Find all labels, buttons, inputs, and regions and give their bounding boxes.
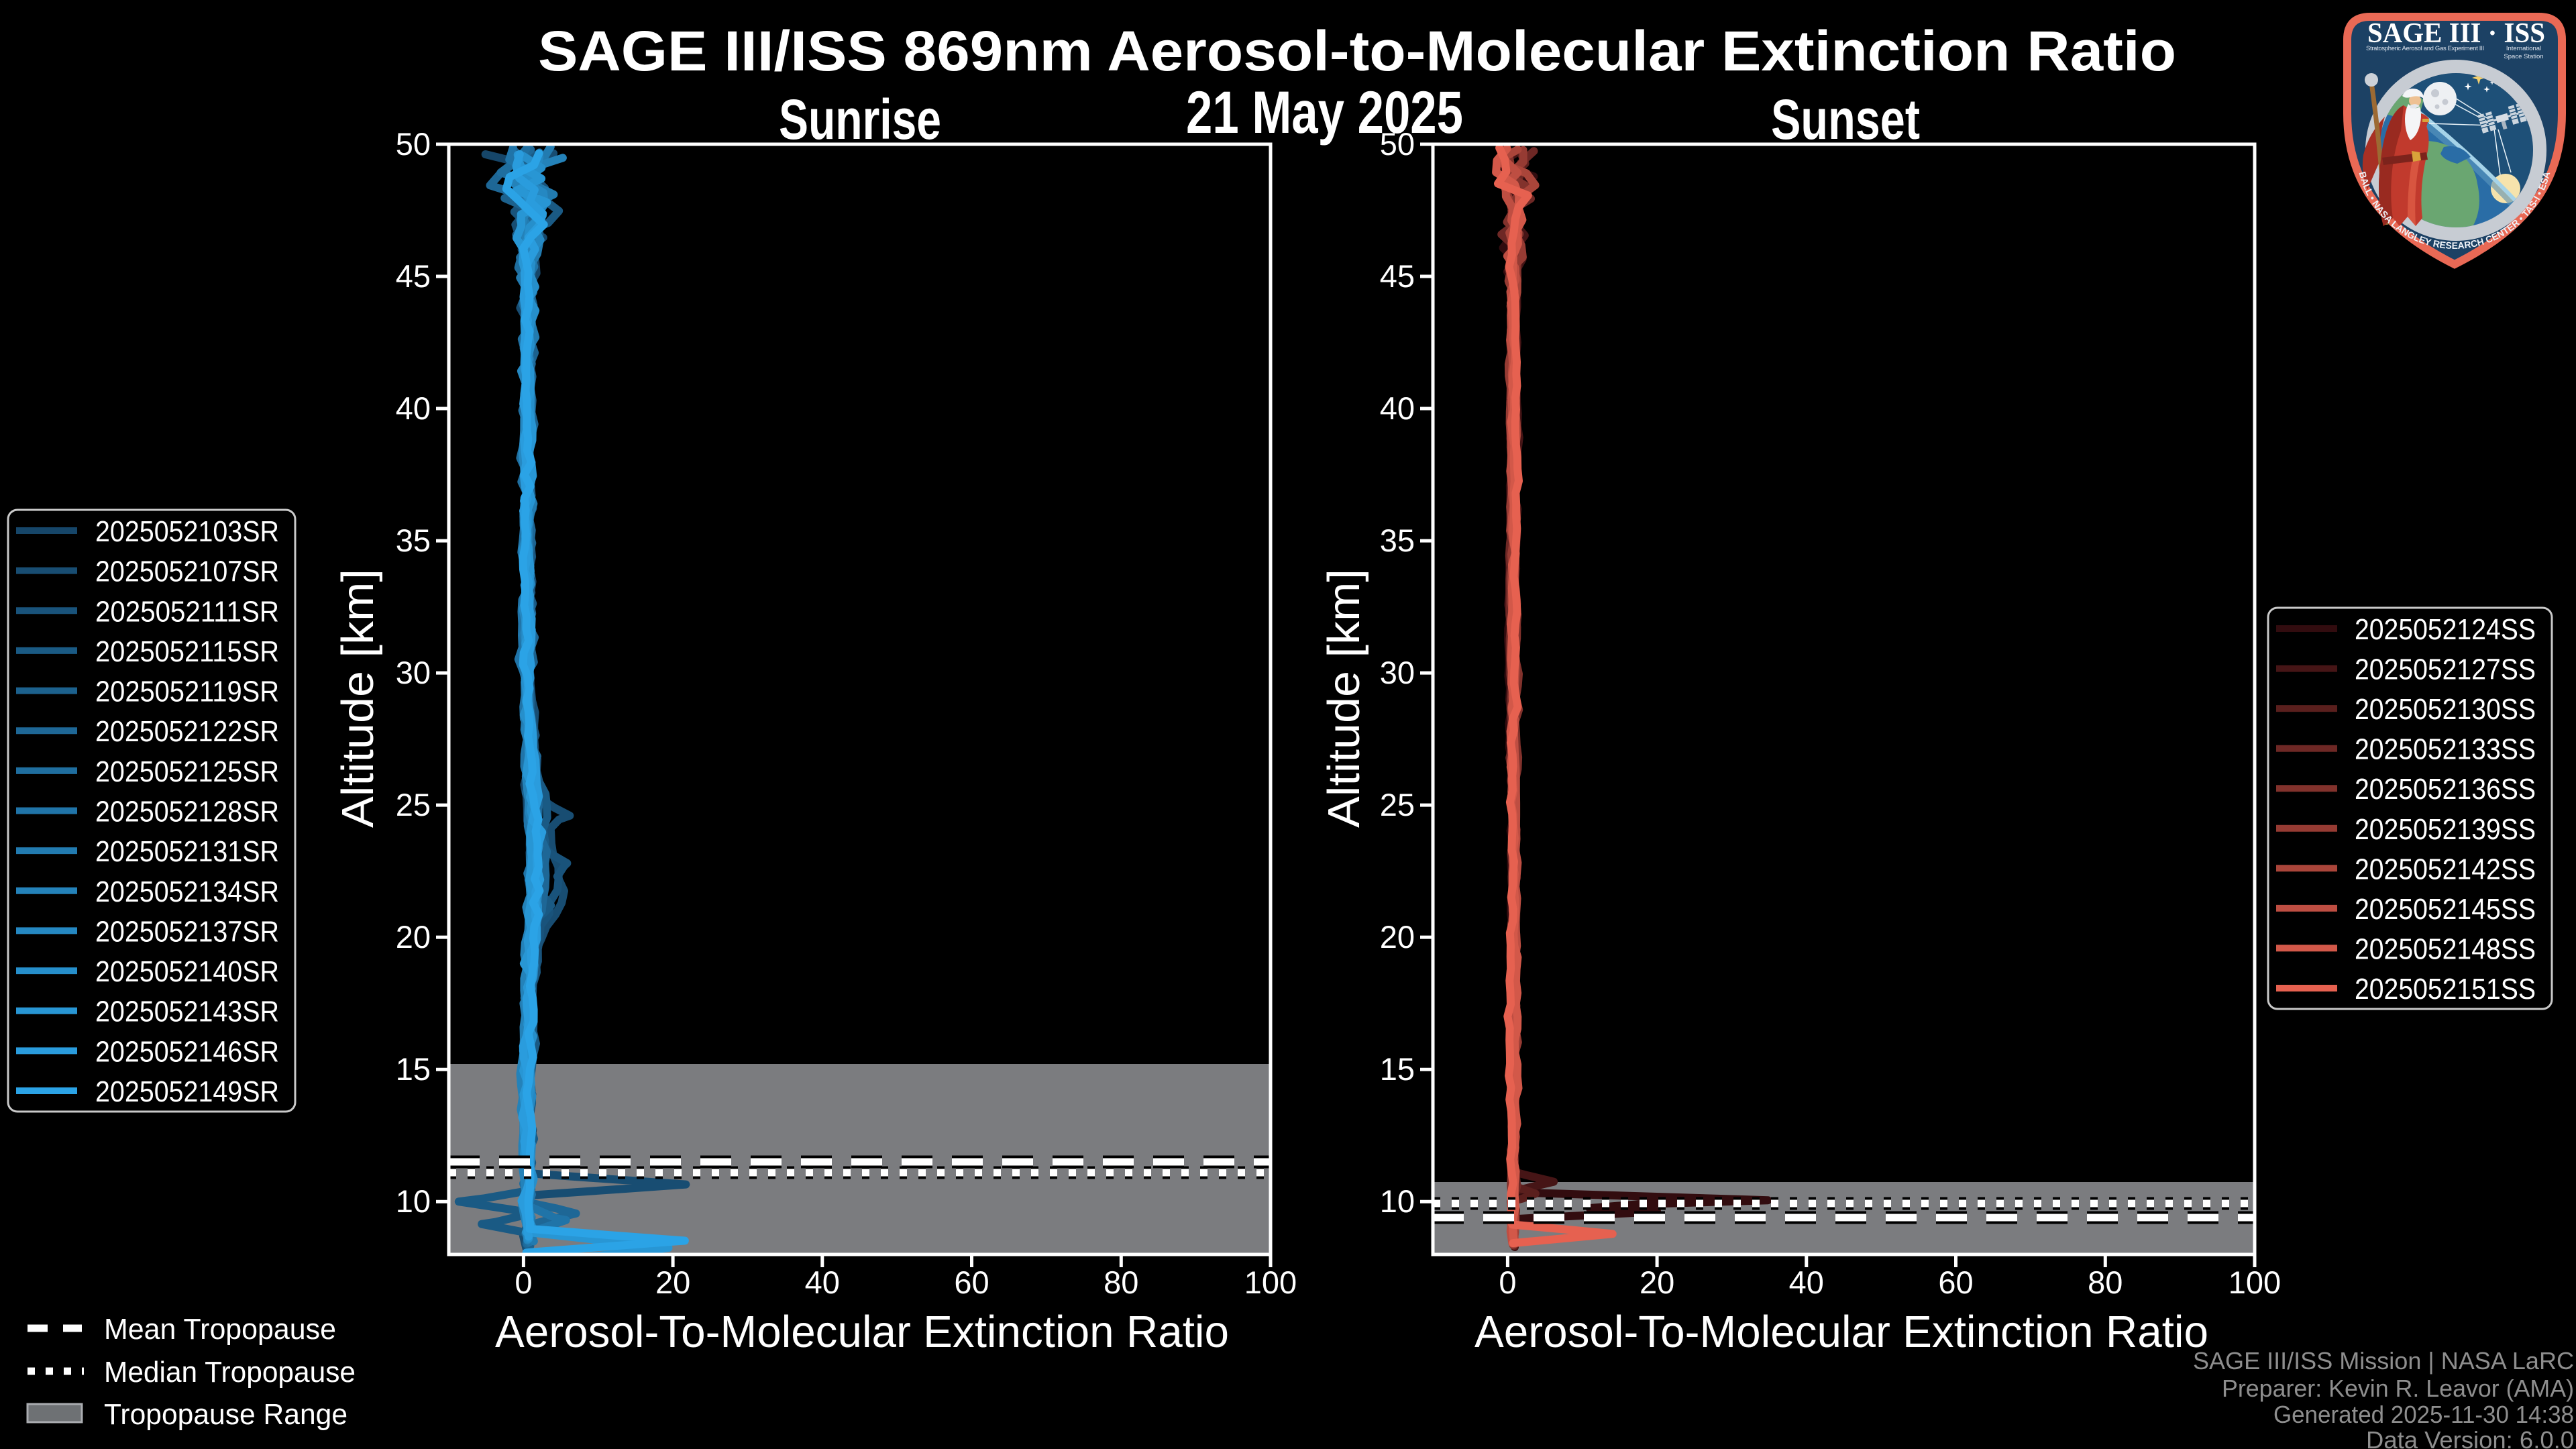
svg-text:2025052145SS: 2025052145SS: [2355, 893, 2536, 926]
svg-text:Generated 2025-11-30 14:38: Generated 2025-11-30 14:38: [2273, 1401, 2574, 1428]
svg-text:15: 15: [396, 1051, 431, 1087]
svg-text:2025052146SR: 2025052146SR: [95, 1035, 279, 1068]
svg-text:2025052148SS: 2025052148SS: [2355, 932, 2536, 965]
svg-text:30: 30: [1380, 655, 1415, 690]
svg-text:45: 45: [396, 258, 431, 294]
svg-text:Median Tropopause: Median Tropopause: [104, 1356, 356, 1389]
svg-text:Mean Tropopause: Mean Tropopause: [104, 1313, 336, 1346]
svg-text:Altitude [km]: Altitude [km]: [333, 569, 383, 828]
svg-text:2025052143SR: 2025052143SR: [95, 996, 279, 1028]
svg-text:Stratospheric Aerosol and Gas: Stratospheric Aerosol and Gas Experiment…: [2366, 45, 2484, 52]
svg-text:50: 50: [1380, 126, 1415, 162]
svg-text:2025052149SR: 2025052149SR: [95, 1075, 279, 1108]
svg-text:Data Version: 6.0.0: Data Version: 6.0.0: [2366, 1426, 2574, 1449]
svg-text:40: 40: [1380, 390, 1415, 426]
svg-text:2025052122SR: 2025052122SR: [95, 715, 279, 748]
svg-text:2025052115SR: 2025052115SR: [95, 635, 279, 668]
svg-text:50: 50: [396, 126, 431, 162]
svg-text:SAGE III · ISS: SAGE III · ISS: [2367, 18, 2545, 49]
svg-text:2025052136SS: 2025052136SS: [2355, 773, 2536, 806]
svg-text:Sunset: Sunset: [1771, 88, 1920, 151]
svg-text:Aerosol-To-Molecular Extinctio: Aerosol-To-Molecular Extinction Ratio: [1474, 1307, 2208, 1357]
svg-text:25: 25: [396, 787, 431, 822]
svg-text:2025052134SR: 2025052134SR: [95, 875, 279, 908]
svg-text:25: 25: [1380, 787, 1415, 822]
svg-text:2025052142SS: 2025052142SS: [2355, 853, 2536, 885]
svg-text:2025052133SS: 2025052133SS: [2355, 733, 2536, 766]
svg-text:International: International: [2506, 45, 2541, 52]
svg-text:SAGE III/ISS 869nm Aerosol-to-: SAGE III/ISS 869nm Aerosol-to-Molecular …: [538, 19, 2176, 83]
svg-text:100: 100: [1244, 1265, 1297, 1300]
svg-text:21 May 2025: 21 May 2025: [1186, 78, 1463, 146]
svg-text:Space Station: Space Station: [2504, 53, 2543, 60]
svg-text:20: 20: [1380, 919, 1415, 955]
svg-text:80: 80: [2088, 1265, 2123, 1300]
svg-text:40: 40: [396, 390, 431, 426]
svg-text:2025052124SS: 2025052124SS: [2355, 613, 2536, 646]
svg-text:Tropopause Range: Tropopause Range: [104, 1398, 347, 1431]
svg-text:2025052131SR: 2025052131SR: [95, 835, 279, 868]
svg-text:2025052139SS: 2025052139SS: [2355, 813, 2536, 846]
svg-text:0: 0: [515, 1265, 532, 1300]
svg-text:2025052137SR: 2025052137SR: [95, 915, 279, 948]
svg-text:Preparer: Kevin R. Leavor (AMA: Preparer: Kevin R. Leavor (AMA): [2222, 1375, 2574, 1402]
svg-text:35: 35: [396, 523, 431, 558]
svg-text:Altitude [km]: Altitude [km]: [1319, 569, 1369, 828]
svg-text:20: 20: [1640, 1265, 1674, 1300]
svg-text:60: 60: [954, 1265, 989, 1300]
svg-text:SAGE III/ISS Mission | NASA La: SAGE III/ISS Mission | NASA LaRC: [2193, 1347, 2574, 1375]
svg-text:2025052151SS: 2025052151SS: [2355, 973, 2536, 1006]
svg-text:2025052128SR: 2025052128SR: [95, 796, 279, 828]
svg-text:10: 10: [1380, 1183, 1415, 1219]
svg-text:0: 0: [1499, 1265, 1516, 1300]
svg-text:20: 20: [396, 919, 431, 955]
svg-text:2025052119SR: 2025052119SR: [95, 676, 279, 708]
svg-text:20: 20: [655, 1265, 690, 1300]
svg-text:30: 30: [396, 655, 431, 690]
svg-text:80: 80: [1104, 1265, 1138, 1300]
svg-text:100: 100: [2229, 1265, 2281, 1300]
svg-text:2025052107SR: 2025052107SR: [95, 555, 279, 588]
svg-text:40: 40: [1789, 1265, 1824, 1300]
svg-text:Sunrise: Sunrise: [779, 88, 941, 151]
svg-text:2025052130SS: 2025052130SS: [2355, 693, 2536, 726]
svg-text:60: 60: [1938, 1265, 1973, 1300]
svg-text:2025052140SR: 2025052140SR: [95, 955, 279, 988]
svg-text:40: 40: [805, 1265, 840, 1300]
svg-text:15: 15: [1380, 1051, 1415, 1087]
svg-text:2025052103SR: 2025052103SR: [95, 515, 279, 548]
svg-text:Aerosol-To-Molecular Extinctio: Aerosol-To-Molecular Extinction Ratio: [495, 1307, 1229, 1357]
svg-text:2025052125SR: 2025052125SR: [95, 755, 279, 788]
svg-text:2025052127SS: 2025052127SS: [2355, 653, 2536, 686]
svg-text:35: 35: [1380, 523, 1415, 558]
svg-text:2025052111SR: 2025052111SR: [95, 595, 279, 628]
svg-text:45: 45: [1380, 258, 1415, 294]
svg-text:10: 10: [396, 1183, 431, 1219]
